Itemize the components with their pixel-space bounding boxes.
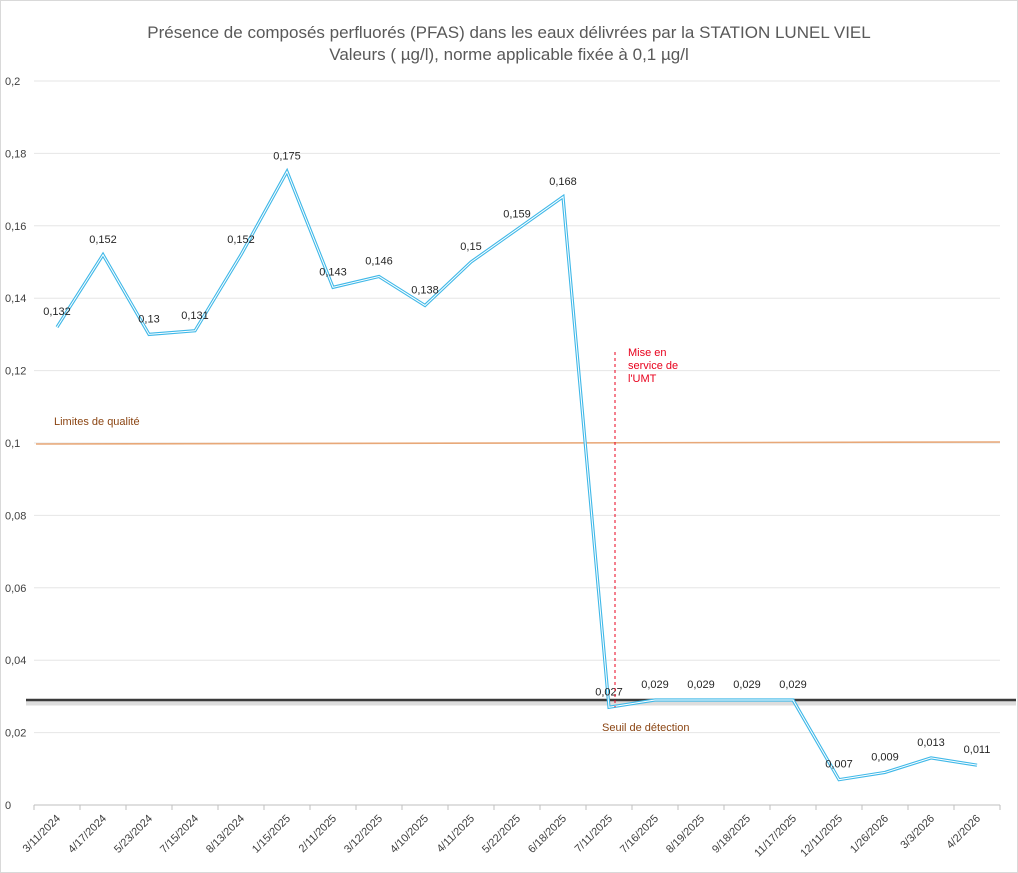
y-tick-label: 0,2 xyxy=(5,76,20,88)
data-label: 0,152 xyxy=(89,234,117,246)
chart-subtitle: Valeurs ( µg/l), norme applicable fixée … xyxy=(329,45,689,64)
data-label: 0,013 xyxy=(917,737,945,749)
x-tick-label: 4/11/2025 xyxy=(435,813,478,856)
x-tick-label: 5/23/2024 xyxy=(112,813,155,856)
series-line xyxy=(55,167,978,782)
data-label: 0,15 xyxy=(460,241,481,253)
x-tick-label: 4/17/2024 xyxy=(66,813,109,856)
x-tick-label: 5/22/2025 xyxy=(480,813,523,856)
x-tick-label: 1/15/2025 xyxy=(250,813,293,856)
data-label: 0,168 xyxy=(549,176,577,188)
annotation-text: l'UMT xyxy=(628,373,657,385)
reference-label-limite: Limites de qualité xyxy=(54,416,140,428)
data-label: 0,009 xyxy=(871,751,899,763)
x-tick-label: 9/18/2025 xyxy=(710,813,753,856)
annotation-text: service de xyxy=(628,360,678,372)
y-tick-label: 0,14 xyxy=(5,293,26,305)
x-tick-label: 7/15/2024 xyxy=(158,813,201,856)
x-tick-label: 1/26/2026 xyxy=(848,813,891,856)
data-label: 0,132 xyxy=(43,306,71,318)
data-label: 0,029 xyxy=(641,679,669,691)
x-tick-label: 6/18/2025 xyxy=(526,813,569,856)
x-tick-label: 8/19/2025 xyxy=(664,813,707,856)
x-tick-label: 3/3/2026 xyxy=(898,813,937,852)
y-tick-label: 0,12 xyxy=(5,366,26,378)
x-tick-label: 2/11/2025 xyxy=(297,813,340,856)
data-label: 0,175 xyxy=(273,151,301,163)
x-tick-label: 3/12/2025 xyxy=(342,813,385,856)
x-tick-label: 7/16/2025 xyxy=(618,813,661,856)
x-tick-label: 7/11/2025 xyxy=(573,813,616,856)
data-label: 0,13 xyxy=(138,313,159,325)
x-tick-label: 4/10/2025 xyxy=(388,813,431,856)
data-label: 0,131 xyxy=(181,310,209,322)
data-label: 0,143 xyxy=(319,266,347,278)
data-label: 0,159 xyxy=(503,208,531,220)
data-label: 0,138 xyxy=(411,284,439,296)
data-label: 0,011 xyxy=(964,744,991,756)
data-label: 0,029 xyxy=(733,679,761,691)
x-axis-ticks: 3/11/2024 4/17/2024 5/23/2024 7/15/2024 8/13… xyxy=(21,805,1001,860)
x-tick-label: 8/13/2024 xyxy=(204,813,247,856)
y-axis-ticks: 0 0,02 0,04 0,06 0,08 0,1 0,12 0,14 0,16 0,18 0,2 xyxy=(5,76,26,812)
data-label: 0,152 xyxy=(227,234,255,246)
y-tick-label: 0,18 xyxy=(5,148,26,160)
y-tick-label: 0,04 xyxy=(5,655,26,667)
reference-label-seuil: Seuil de détection xyxy=(602,722,689,734)
data-label: 0,146 xyxy=(365,255,393,267)
data-label: 0,029 xyxy=(779,679,807,691)
reference-lines: Limites de qualité Seuil de détection xyxy=(26,416,1016,734)
x-tick-label: 11/17/2025 xyxy=(752,813,799,860)
y-tick-label: 0 xyxy=(5,800,11,812)
series-line-outer xyxy=(55,167,978,782)
annotation-text: Mise en xyxy=(628,347,667,359)
y-tick-label: 0,02 xyxy=(5,728,26,740)
y-tick-label: 0,08 xyxy=(5,510,26,522)
reference-line-limite xyxy=(35,441,1001,445)
y-tick-label: 0,1 xyxy=(5,438,20,450)
x-tick-label: 4/2/2026 xyxy=(944,813,983,852)
data-label: 0,007 xyxy=(825,759,853,771)
chart-title: Présence de composés perfluorés (PFAS) d… xyxy=(147,23,871,42)
y-tick-label: 0,06 xyxy=(5,583,26,595)
x-tick-label: 12/11/2025 xyxy=(798,813,845,860)
data-labels: 0,132 0,152 0,13 0,131 0,152 0,175 0,143 0,146 0… xyxy=(43,151,990,771)
data-label: 0,029 xyxy=(687,679,715,691)
y-tick-label: 0,16 xyxy=(5,221,26,233)
data-label: 0,027 xyxy=(595,686,623,698)
x-tick-label: 3/11/2024 xyxy=(21,813,64,856)
series-line-inner xyxy=(56,170,978,781)
